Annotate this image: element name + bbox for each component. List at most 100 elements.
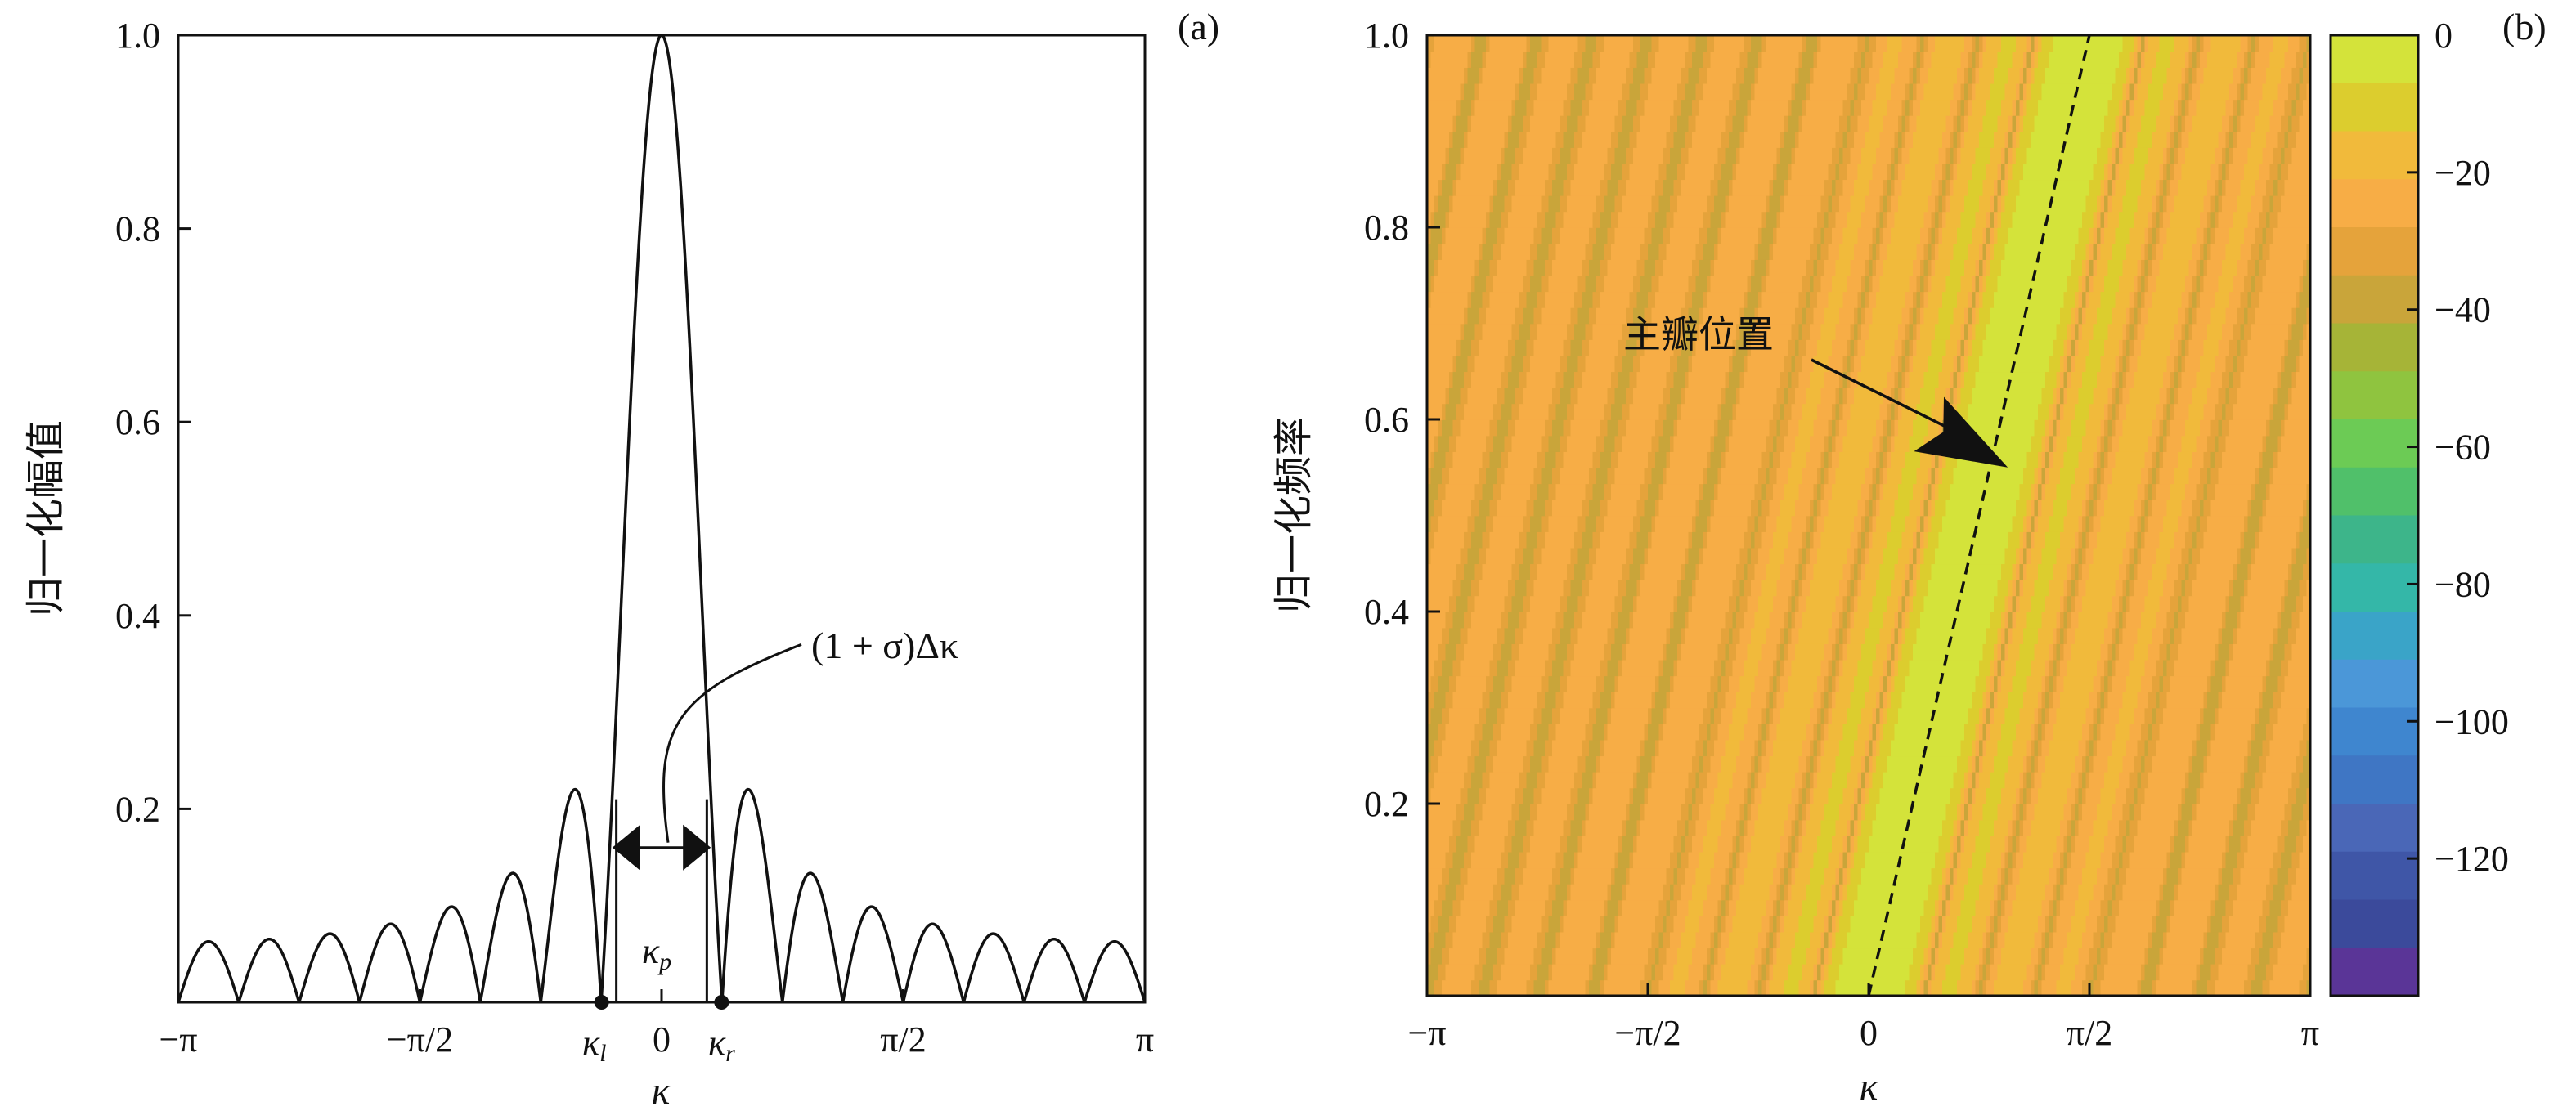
heatmap-cell	[2026, 67, 2031, 84]
heatmap-cell	[1570, 787, 1579, 804]
heatmap-cell	[1618, 899, 1623, 916]
heatmap-cell	[2259, 691, 2264, 709]
heatmap-cell	[2067, 787, 2076, 804]
heatmap-cell	[1916, 979, 1921, 996]
heatmap-cell	[2097, 659, 2105, 677]
heatmap-cell	[1898, 195, 1928, 213]
heatmap-cell	[1931, 259, 1936, 276]
heatmap-cell	[1766, 724, 1770, 741]
heatmap-cell	[1655, 675, 1660, 692]
heatmap-cell	[1633, 35, 1641, 52]
heatmap-cell	[2156, 707, 2164, 724]
heatmap-cell	[1835, 467, 1866, 485]
heatmap-cell	[1832, 147, 1840, 164]
heatmap-cell	[2207, 691, 2219, 709]
heatmap-cell	[2222, 147, 2227, 164]
heatmap-cell	[1909, 659, 1980, 677]
heatmap-cell	[2247, 499, 2252, 517]
heatmap-cell	[1626, 307, 1634, 325]
heatmap-cell	[2112, 147, 2116, 164]
heatmap-cell	[2296, 627, 2310, 644]
heatmap-cell	[1784, 867, 1788, 885]
heatmap-cell	[2031, 739, 2035, 757]
heatmap-cell	[1788, 612, 1793, 629]
heatmap-cell	[1636, 259, 1645, 276]
heatmap-cell	[2269, 739, 2300, 757]
heatmap-cell	[1739, 83, 1752, 101]
heatmap-cell	[1666, 371, 1675, 388]
heatmap-cell	[1769, 499, 1781, 517]
heatmap-cell	[1493, 275, 1524, 293]
heatmap-cell	[2225, 403, 2234, 420]
heatmap-cell	[1537, 291, 1546, 308]
heatmap-cell	[1891, 675, 1896, 692]
heatmap-cell	[2041, 483, 2046, 500]
heatmap-cell	[2159, 899, 2171, 916]
heatmap-cell	[1501, 612, 1509, 629]
heatmap-cell	[2144, 499, 2149, 517]
heatmap-cell	[2119, 275, 2134, 293]
heatmap-cell	[1725, 867, 1730, 885]
heatmap-cell	[1835, 179, 1844, 196]
heatmap-cell	[2141, 339, 2171, 356]
heatmap-cell	[1699, 724, 1708, 741]
heatmap-cell	[1945, 339, 1958, 356]
heatmap-cell	[2097, 435, 2102, 452]
heatmap-cell	[1953, 387, 1958, 405]
heatmap-cell	[1842, 563, 1851, 580]
heatmap-cell	[1560, 387, 1572, 405]
heatmap-cell	[2210, 195, 2215, 213]
heatmap-cell	[1515, 819, 1528, 836]
heatmap-cell	[1464, 131, 1469, 148]
heatmap-cell	[2210, 499, 2249, 517]
heatmap-cell	[1555, 643, 1568, 661]
heatmap-cell	[2269, 948, 2278, 965]
heatmap-cell	[1986, 851, 2002, 869]
heatmap-cell	[2049, 675, 2053, 692]
mainlobe-arrow-head	[1914, 396, 2008, 468]
heatmap-cell	[1548, 724, 1557, 741]
heatmap-cell	[2115, 627, 2120, 644]
heatmap-cell	[1891, 579, 1903, 597]
heatmap-cell	[1942, 355, 1954, 373]
heatmap-cell	[1891, 659, 1896, 677]
heatmap-cell	[1832, 691, 1837, 709]
heatmap-cell	[1445, 724, 1476, 741]
heatmap-cell	[2215, 435, 2219, 452]
heatmap-cell	[2299, 355, 2310, 373]
heatmap-cell	[1835, 643, 1840, 661]
heatmap-cell	[1839, 851, 1844, 869]
heatmap-cell	[2137, 83, 2149, 101]
heatmap-cell	[2001, 612, 2006, 629]
heatmap-cell	[1872, 515, 1877, 532]
heatmap-cell	[1577, 755, 1586, 773]
heatmap-cell	[1979, 35, 1984, 52]
heatmap-cell	[1582, 99, 1590, 116]
heatmap-cell	[1824, 963, 1829, 981]
heatmap-cell	[1766, 771, 1796, 789]
heatmap-cell	[2237, 851, 2245, 869]
heatmap-cell	[2115, 724, 2131, 741]
heatmap-cell	[2075, 531, 2080, 549]
heatmap-cell	[1681, 883, 1693, 901]
heatmap-cell	[1434, 259, 1439, 276]
heatmap-cell	[1795, 307, 1803, 325]
heatmap-cell	[1725, 883, 1730, 901]
heatmap-cell	[2152, 211, 2156, 228]
heatmap-cell	[1600, 739, 1604, 757]
heatmap-cell	[1523, 67, 1535, 84]
heatmap-cell	[2129, 771, 2138, 789]
heatmap-cell	[1596, 931, 1601, 949]
heatmap-cell	[1511, 804, 1520, 821]
heatmap-cell	[1901, 307, 1910, 325]
heatmap-cell	[1585, 819, 1623, 836]
heatmap-cell	[1975, 51, 1980, 68]
heatmap-cell	[1820, 739, 1825, 757]
heatmap-cell	[1960, 804, 1965, 821]
heatmap-cell	[2259, 211, 2267, 228]
heatmap-cell	[2049, 931, 2053, 949]
heatmap-cell	[1644, 307, 1653, 325]
heatmap-cell	[2060, 307, 2072, 325]
heatmap-cell	[1688, 35, 1697, 52]
heatmap-cell	[2137, 355, 2168, 373]
